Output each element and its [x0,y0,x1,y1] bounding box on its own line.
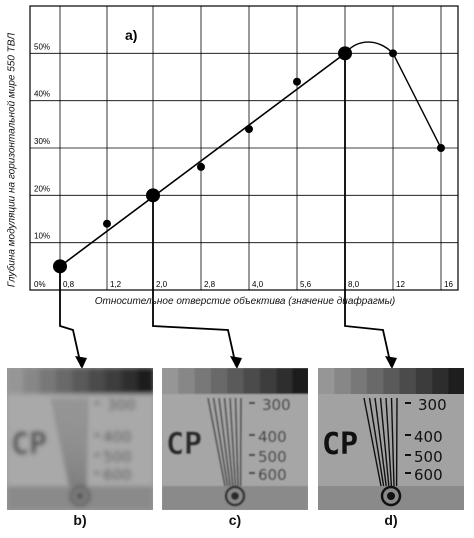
y-tick-label: 30% [34,137,50,146]
tile-mark-label: 300 [418,396,447,414]
tile-letters: CP [166,427,202,462]
sample-image-b: CP 300 400 500 600 [7,368,153,510]
tile-letters: CP [322,427,358,462]
data-point [389,49,397,58]
tile-mark-label: 500 [258,448,287,466]
x-tick-label: 8,0 [348,280,360,289]
tile-mark-label: 400 [103,428,132,446]
arrow-head [230,356,242,369]
tile-mark-label: 500 [414,448,443,466]
tile-letters: CP [11,427,47,462]
data-point [103,219,111,228]
tile-mark-label: 400 [414,428,443,446]
x-tick-label: 0,8 [63,280,75,289]
connector-arrow [152,195,237,367]
trend-line [59,52,346,267]
x-tick-label: 2,8 [204,280,216,289]
y-tick-label: 20% [34,184,50,193]
tile-mark-label: 600 [258,466,287,484]
x-tick-label: 12 [396,280,405,289]
y-axis-label: Глубина модуляции на горизонтальной мире… [6,32,18,288]
data-point [293,77,301,86]
sample-image-d: CP 300 400 500 600 [318,368,464,510]
x-tick-label: 4,0 [252,280,264,289]
sample-image-c: CP 300 400 500 600 [162,368,308,510]
arrow-head [385,356,397,369]
data-point [437,144,445,152]
y-tick-label: 50% [34,42,50,51]
connector-arrow [59,266,82,367]
panel-label-d: d) [384,512,398,528]
tile-mark-label: 600 [414,466,443,484]
tile-mark-label: 300 [107,396,136,414]
y-tick-label: 0% [34,280,46,289]
data-point [197,162,205,171]
x-tick-label: 5,6 [300,280,312,289]
arrow-head [75,356,87,369]
tile-mark-label: 300 [262,396,291,414]
x-tick-label: 16 [444,280,453,289]
x-tick-label: 2,0 [156,280,168,289]
data-point [245,125,253,134]
x-tick-label: 1,2 [110,280,122,289]
tile-mark-label: 400 [258,428,287,446]
y-tick-label: 40% [34,90,50,99]
tile-mark-label: 500 [103,448,132,466]
panel-label-c: c) [228,512,242,528]
tile-mark-label: 600 [103,466,132,484]
panel-label-a: a) [125,27,137,43]
connector-arrow [344,53,392,367]
panel-label-b: b) [73,512,87,528]
x-axis-label: Относительное отверстие объектива (значе… [94,296,396,307]
y-tick-label: 10% [34,232,50,241]
